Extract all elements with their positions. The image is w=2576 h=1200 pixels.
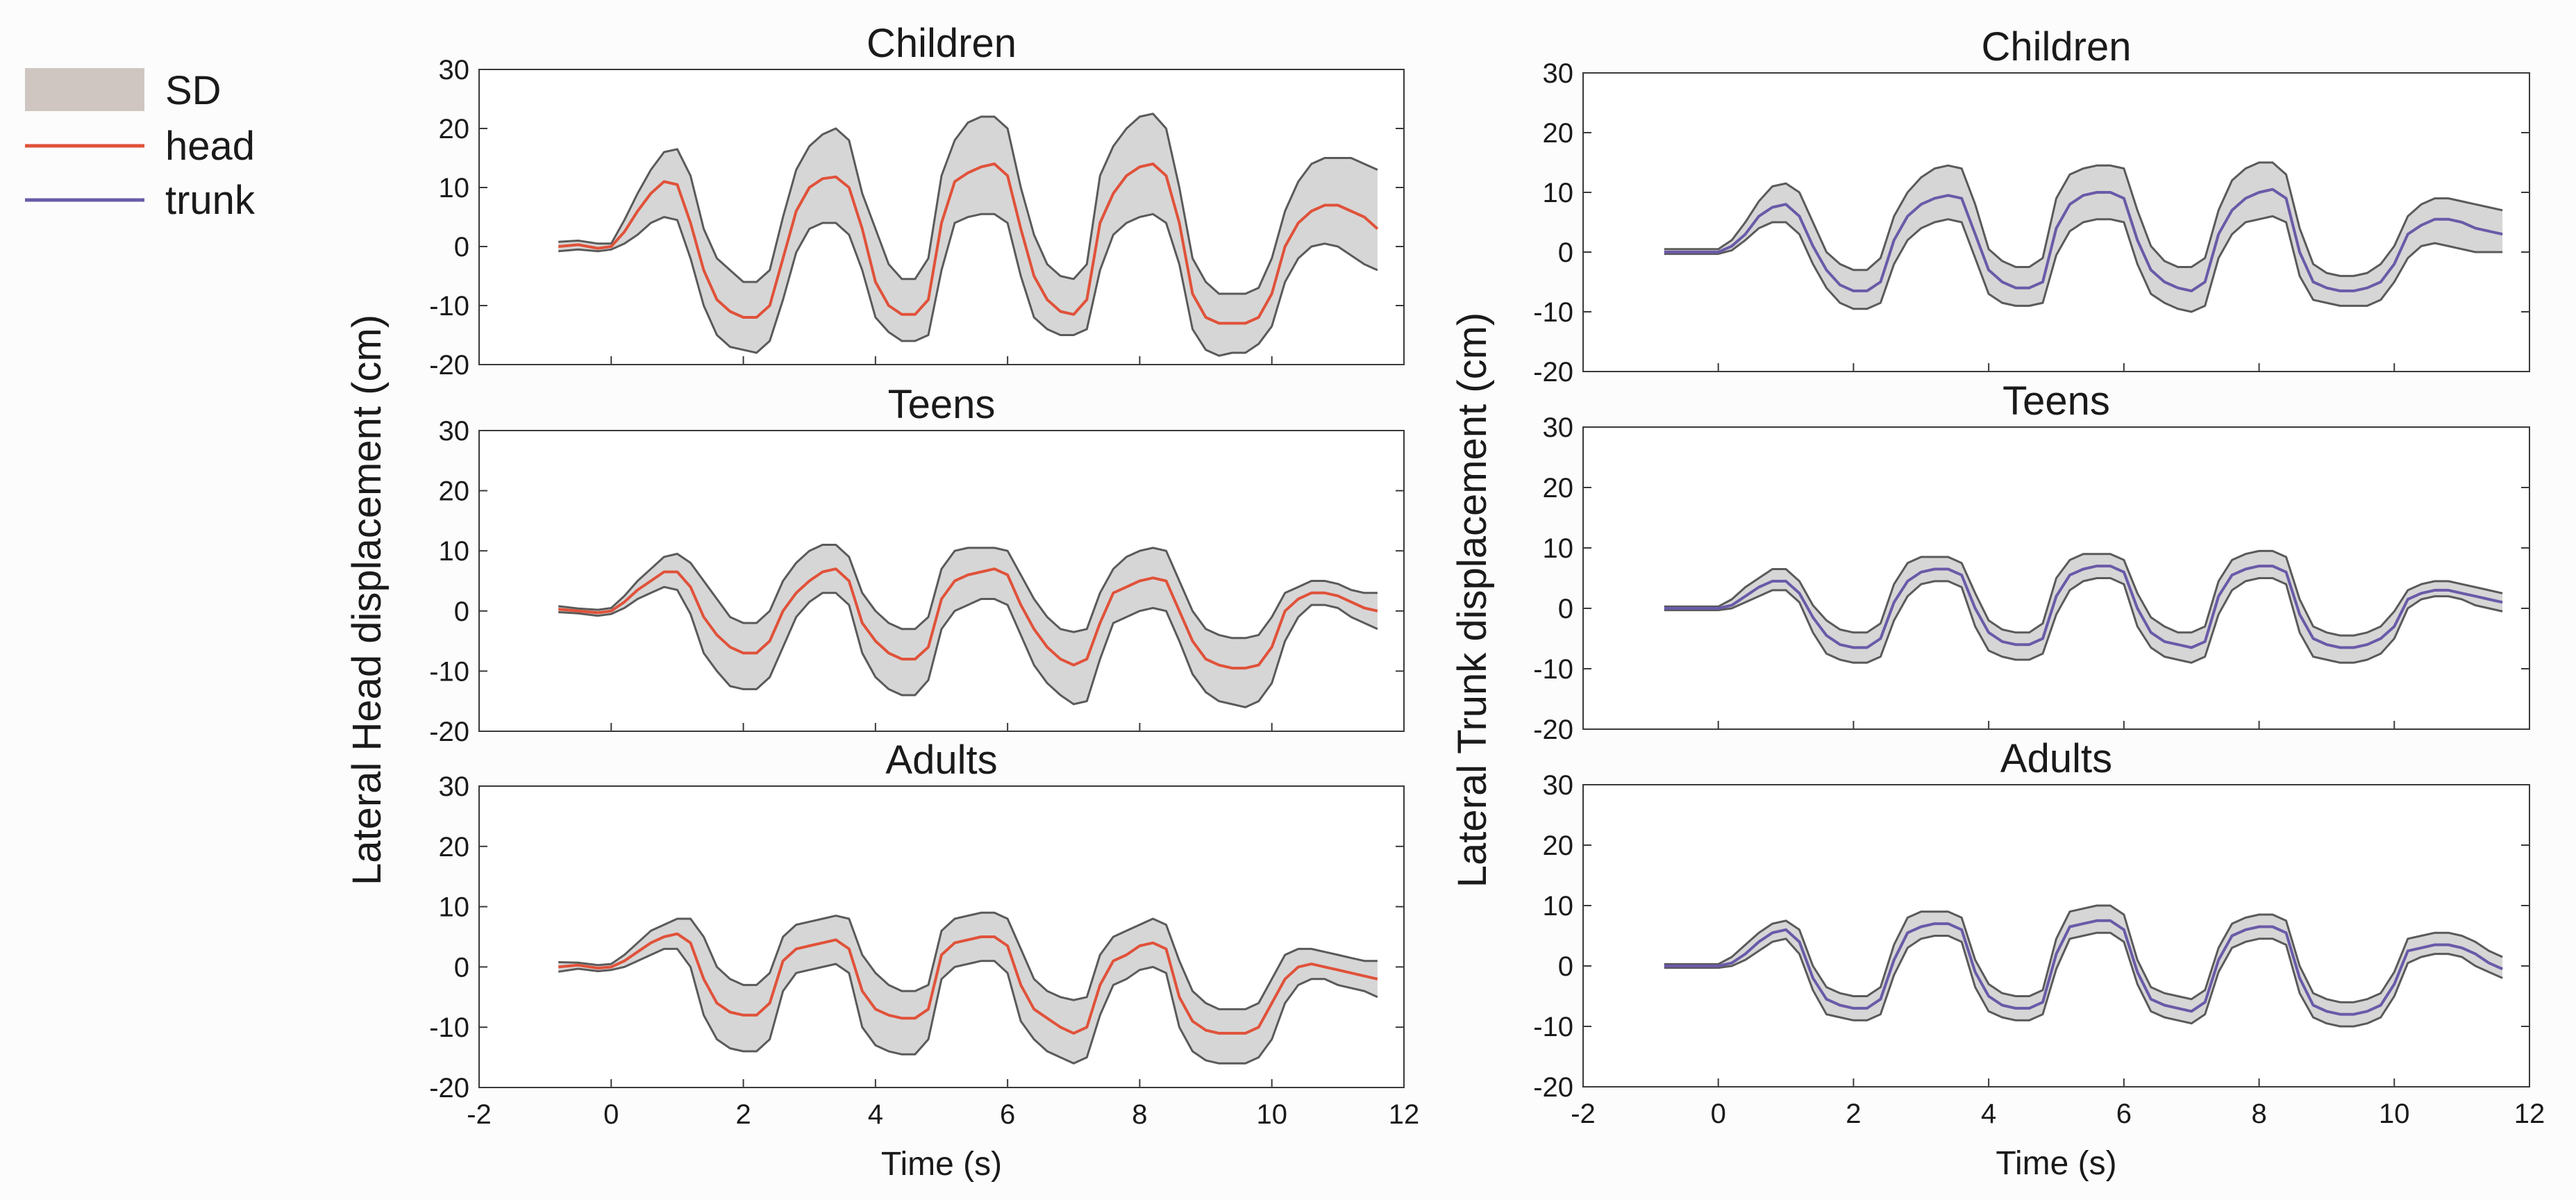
sd-lower-edge <box>558 585 1378 708</box>
x-tick-label: 12 <box>2514 1099 2545 1129</box>
y-tick-label: 0 <box>454 232 469 262</box>
x-tick-label: 10 <box>1256 1099 1287 1130</box>
y-tick-label: 0 <box>1558 238 1573 268</box>
x-tick-label: 2 <box>735 1099 751 1130</box>
y-tick-label: 0 <box>454 952 469 983</box>
x-tick-label: 0 <box>1711 1099 1726 1129</box>
y-tick-label: -10 <box>1533 297 1573 328</box>
panel-head-children: Children 30 20 10 0 -10 -20 <box>429 21 1405 381</box>
head-mean-line <box>558 162 1379 325</box>
y-tick-label: -20 <box>1533 715 1573 745</box>
sd-lower-edge <box>558 212 1378 357</box>
sd-lower-edge <box>1664 577 2503 664</box>
x-axis-label: Time (s) <box>1996 1145 2116 1182</box>
y-tick-label: -20 <box>1533 1072 1573 1103</box>
y-tick-label: -10 <box>429 656 469 687</box>
panel-title: Children <box>867 21 1017 66</box>
y-tick-label: 30 <box>1543 412 1574 443</box>
y-tick-label: 10 <box>439 892 470 923</box>
sd-lower-edge <box>1664 931 2503 1028</box>
x-tick-label: 0 <box>603 1099 619 1130</box>
y-tick-label: -20 <box>429 717 469 747</box>
trunk-mean-line <box>1664 919 2503 1016</box>
sd-upper-edge <box>1664 549 2503 637</box>
plot-frame <box>1582 784 2530 1088</box>
x-tick-label: 6 <box>2116 1099 2132 1129</box>
y-tick-label: -20 <box>429 1073 469 1103</box>
panel-title: Adults <box>2000 736 2112 781</box>
y-tick-label: 10 <box>1543 891 1574 922</box>
panel-title: Teens <box>2002 378 2110 424</box>
y-tick-label: -10 <box>1533 654 1573 685</box>
sd-upper-edge <box>558 112 1378 295</box>
x-tick-label: 8 <box>2251 1099 2266 1129</box>
sd-lower-edge <box>558 947 1378 1065</box>
y-tick-label: -20 <box>429 350 469 381</box>
x-tick-label: 2 <box>1846 1099 1861 1129</box>
head-mean-line <box>558 932 1378 1035</box>
legend-head-label: head <box>165 124 255 169</box>
y-tick-label: -20 <box>1533 357 1573 388</box>
x-tick-label: -2 <box>1571 1099 1596 1129</box>
sd-upper-edge <box>558 911 1378 1010</box>
y-tick-label: 0 <box>1558 594 1573 624</box>
y-tick-label: 20 <box>1543 118 1574 149</box>
panel-trunk-teens: Teens 30 20 10 0 -10 -20 <box>1533 378 2530 745</box>
sd-upper-edge <box>1664 904 2503 1003</box>
y-axis-label-head: Lateral Head displacement (cm) <box>344 315 390 885</box>
sd-band <box>558 544 1378 708</box>
y-tick-label: 30 <box>1543 770 1574 801</box>
legend-sd-swatch <box>25 68 144 111</box>
y-tick-label: 0 <box>1558 951 1573 982</box>
head-mean-line <box>558 567 1378 670</box>
y-tick-label: 20 <box>1543 831 1574 861</box>
legend-trunk-label: trunk <box>165 178 256 223</box>
panel-title: Children <box>1982 24 2132 69</box>
y-tick-label: 30 <box>1543 58 1574 89</box>
x-tick-label: -2 <box>467 1099 492 1130</box>
legend-sd-label: SD <box>165 68 221 113</box>
y-tick-label: 20 <box>439 832 470 862</box>
y-axis-label-trunk: Lateral Trunk displacement (cm) <box>1450 312 1495 888</box>
panel-head-teens: Teens 30 20 10 0 -10 -20 <box>429 382 1405 747</box>
y-tick-label: -10 <box>429 1012 469 1043</box>
y-tick-label: 10 <box>1543 178 1574 208</box>
sd-band <box>1664 906 2503 1026</box>
y-tick-label: 10 <box>439 536 470 567</box>
sd-band <box>558 113 1378 356</box>
y-tick-label: 30 <box>439 772 470 802</box>
panel-trunk-children: Children 30 20 10 0 -10 -20 <box>1533 24 2530 388</box>
sd-band <box>1664 162 2503 312</box>
y-tick-label: 30 <box>439 416 470 447</box>
y-tick-label: -10 <box>1533 1012 1573 1042</box>
panel-title: Adults <box>885 738 997 783</box>
x-tick-label: 4 <box>868 1099 883 1130</box>
y-tick-label: 10 <box>1543 533 1574 564</box>
trunk-mean-line <box>1664 188 2503 292</box>
legend: SD head trunk <box>25 68 256 223</box>
sd-upper-edge <box>558 544 1378 640</box>
y-tick-label: 20 <box>439 476 470 507</box>
sd-lower-edge <box>1664 215 2503 313</box>
x-tick-label: 4 <box>1981 1099 1996 1129</box>
y-tick-label: 10 <box>439 173 470 203</box>
x-tick-label: 10 <box>2379 1099 2410 1129</box>
y-tick-label: 0 <box>454 597 469 627</box>
panel-title: Teens <box>888 382 996 427</box>
x-tick-label: 8 <box>1132 1099 1147 1130</box>
sd-upper-edge <box>1664 161 2503 277</box>
y-tick-label: 20 <box>1543 473 1574 503</box>
y-tick-label: -10 <box>429 291 469 322</box>
sd-band <box>558 912 1378 1064</box>
y-tick-label: 20 <box>439 114 470 144</box>
trunk-mean-line <box>1664 565 2503 649</box>
x-tick-label: 6 <box>1000 1099 1015 1130</box>
x-axis-label: Time (s) <box>881 1146 1002 1183</box>
y-tick-label: 30 <box>439 55 470 85</box>
x-tick-label: 12 <box>1389 1099 1420 1130</box>
